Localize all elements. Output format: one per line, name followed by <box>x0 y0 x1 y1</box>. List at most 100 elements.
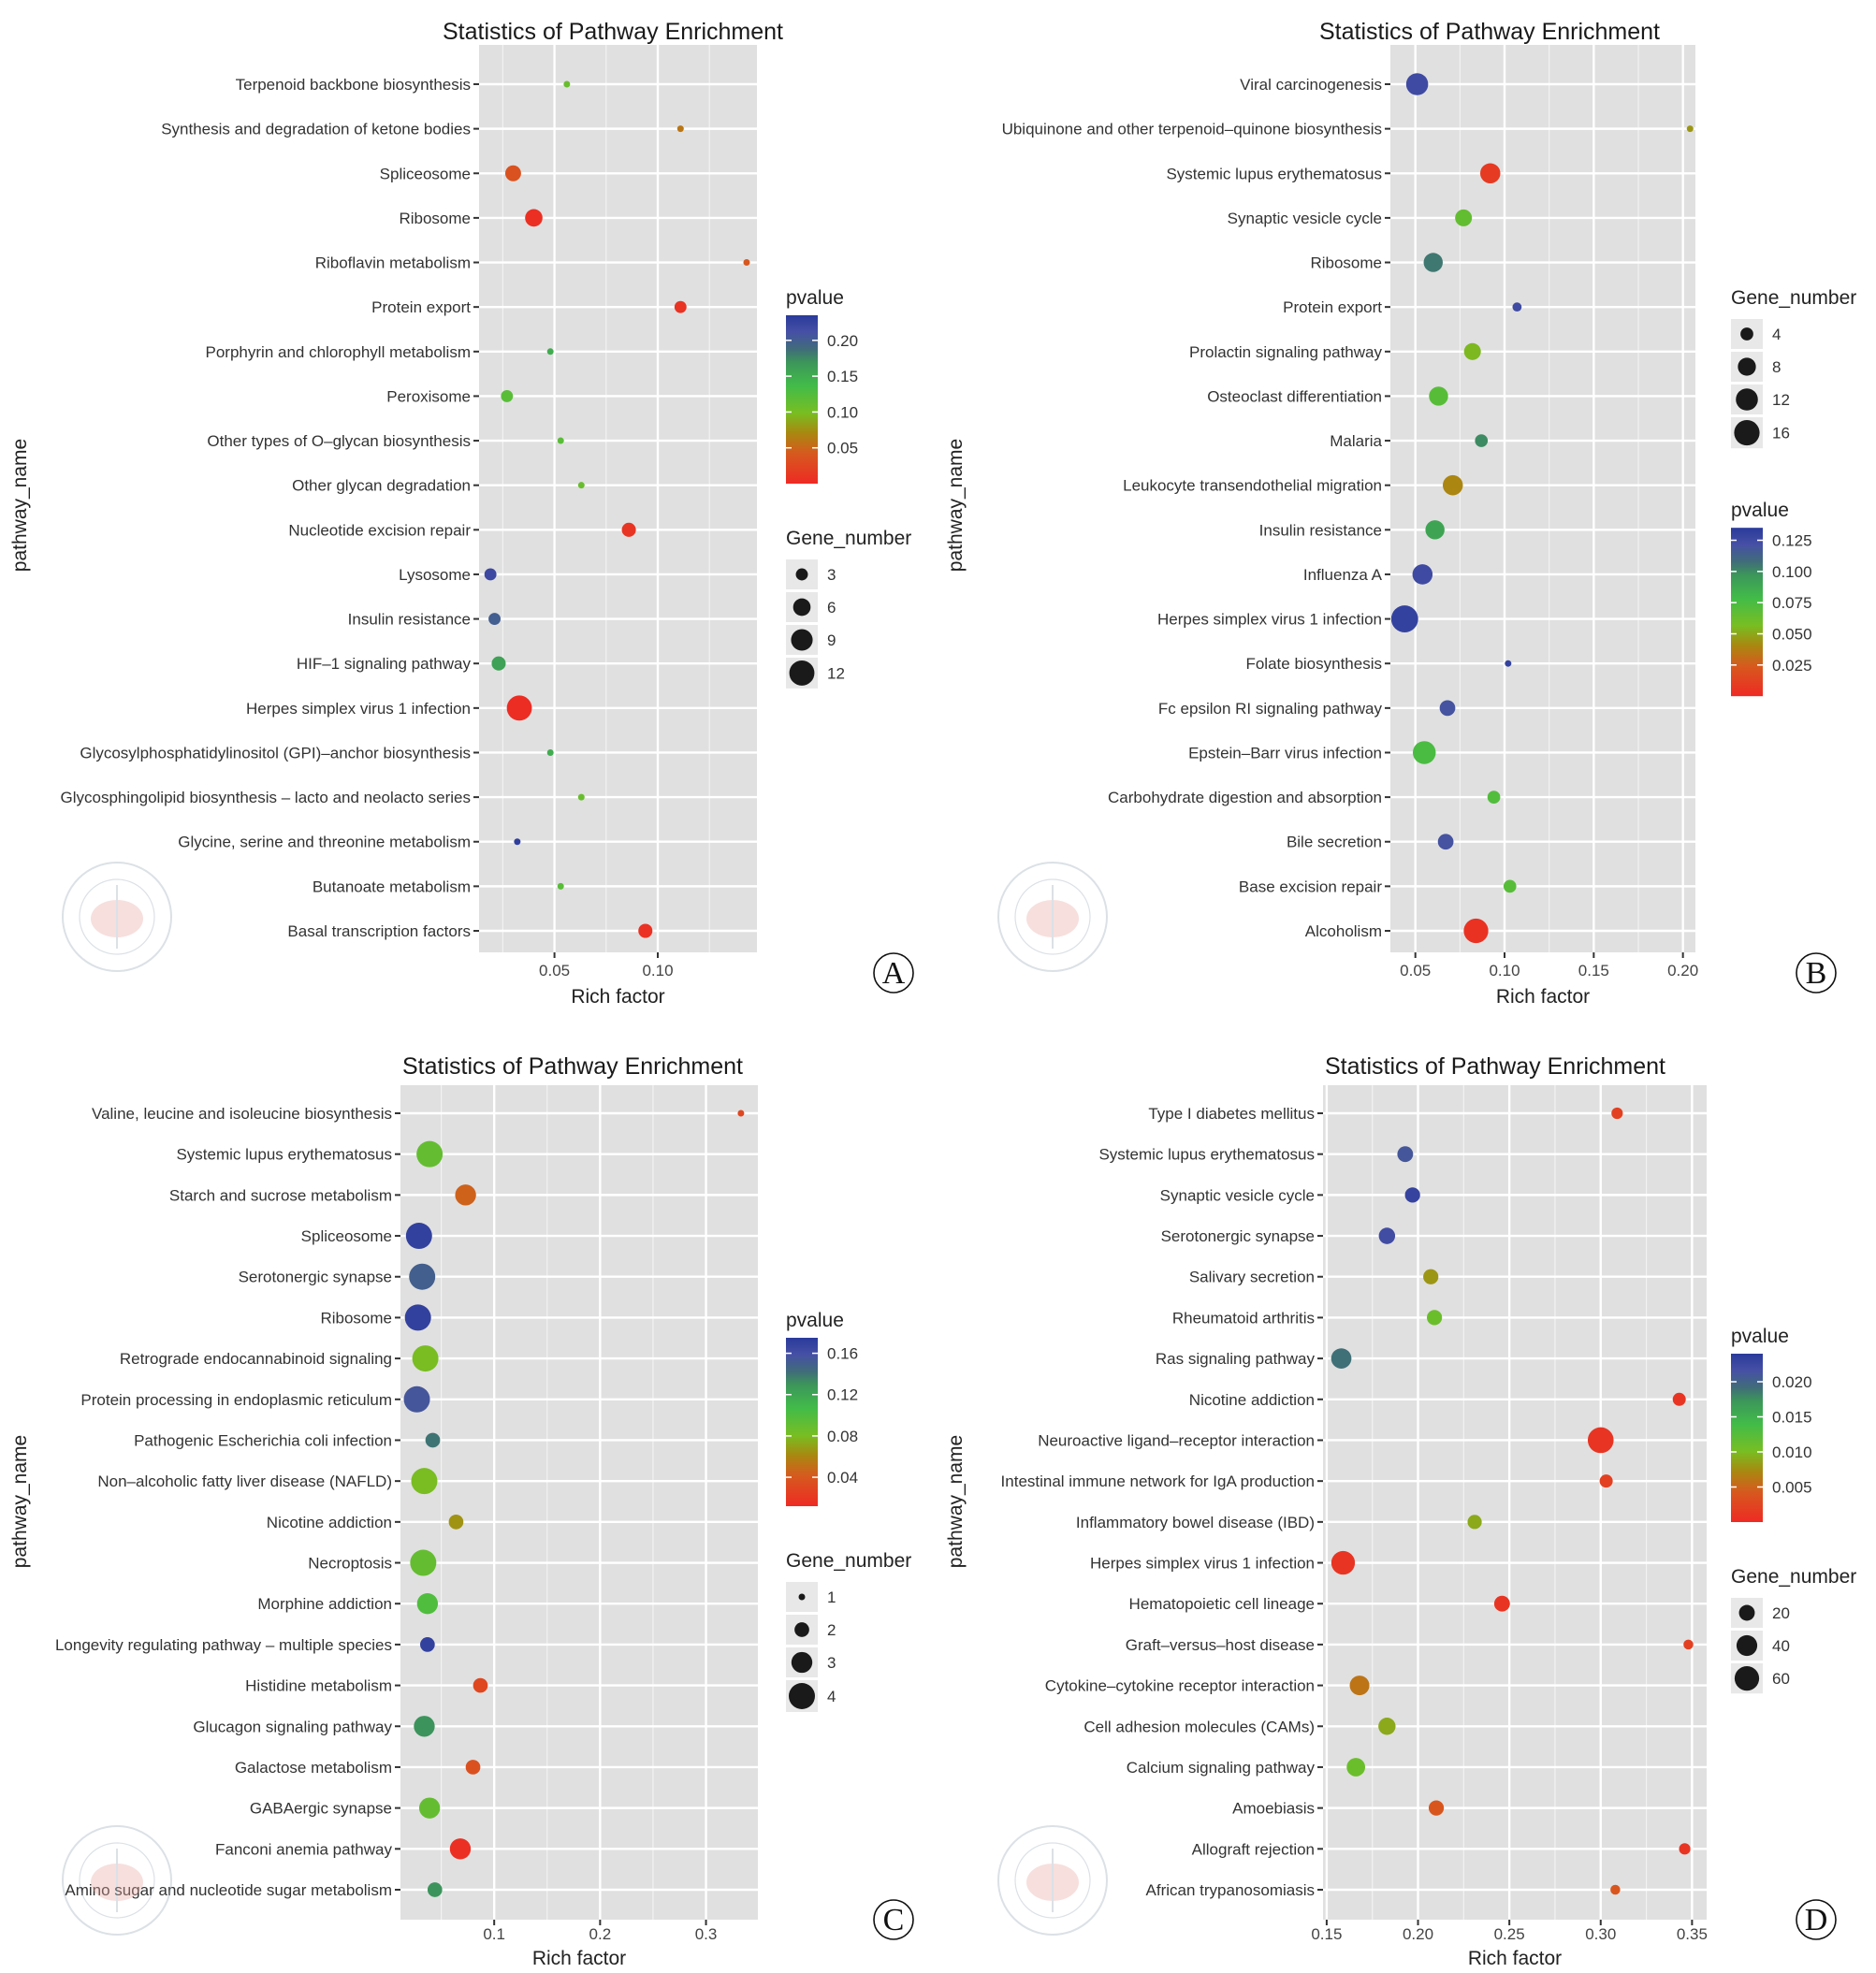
watermark-ring <box>997 1825 1108 1936</box>
legend-key-label: 12 <box>1772 391 1790 409</box>
watermark-seal-icon <box>62 862 172 972</box>
x-tick-label: 0.05 <box>539 962 570 979</box>
colorbar-tick-label: 0.100 <box>1772 563 1812 581</box>
data-point <box>473 1677 488 1693</box>
y-tick-label: Intestinal immune network for IgA produc… <box>1001 1472 1315 1490</box>
legend-key-label: 40 <box>1772 1637 1790 1655</box>
data-point <box>1610 1884 1621 1895</box>
legend-key-label: 20 <box>1772 1604 1790 1622</box>
x-tick-label: 0.3 <box>695 1925 718 1943</box>
colorbar-tick-label: 0.08 <box>827 1428 858 1445</box>
y-tick-label: Herpes simplex virus 1 infection <box>1157 611 1382 629</box>
y-tick-label: Ribosome <box>320 1309 392 1327</box>
panel-label-circle <box>1796 952 1837 994</box>
data-point <box>418 1797 441 1819</box>
y-tick-label: Nicotine addiction <box>1189 1391 1315 1409</box>
watermark-map <box>1026 1864 1079 1901</box>
data-point <box>1428 1800 1445 1816</box>
y-tick-label: GABAergic synapse <box>250 1800 392 1818</box>
x-axis-title: Rich factor <box>571 986 664 1008</box>
data-point <box>1378 1718 1396 1735</box>
data-point <box>525 209 543 227</box>
data-point <box>1493 1595 1510 1612</box>
legend-key-dot <box>798 1593 806 1601</box>
y-tick-label: Ribosome <box>399 210 471 227</box>
y-tick-label: African trypanosomiasis <box>1146 1881 1315 1899</box>
legend-title: Gene_number <box>786 1550 911 1572</box>
watermark-inner-ring <box>79 878 155 955</box>
data-point <box>563 80 571 88</box>
y-tick-label: Galactose metabolism <box>235 1759 392 1777</box>
chart-title: Statistics of Pathway Enrichment <box>1325 1053 1665 1080</box>
y-tick-label: Herpes simplex virus 1 infection <box>1090 1555 1315 1573</box>
pvalue-colorbar <box>1731 1354 1763 1522</box>
colorbar-tick-label: 0.05 <box>827 440 858 457</box>
y-tick-label: Nucleotide excision repair <box>288 521 471 539</box>
y-tick-label: Serotonergic synapse <box>239 1269 392 1286</box>
data-point <box>427 1882 443 1897</box>
x-axis-title: Rich factor <box>1468 1948 1562 1969</box>
y-tick-label: Spliceosome <box>380 165 471 182</box>
data-point <box>1405 73 1429 95</box>
data-point <box>546 348 554 355</box>
data-point <box>1463 918 1489 944</box>
x-tick-label: 0.30 <box>1585 1925 1616 1943</box>
x-tick-label: 0.35 <box>1677 1925 1708 1943</box>
plot-background <box>1323 1085 1707 1920</box>
legend-key-dot <box>791 629 813 651</box>
y-tick-label: Systemic lupus erythematosus <box>1166 165 1382 182</box>
data-point <box>1423 1269 1439 1284</box>
y-tick-label: Protein processing in endoplasmic reticu… <box>80 1391 392 1409</box>
data-point <box>1512 302 1522 312</box>
plot-background <box>400 1085 758 1920</box>
y-tick-label: Retrograde endocannabinoid signaling <box>120 1350 392 1368</box>
y-tick-label: Other types of O–glycan biosynthesis <box>207 432 471 450</box>
pvalue-colorbar <box>1731 528 1763 697</box>
y-tick-label: Cytokine–cytokine receptor interaction <box>1045 1677 1315 1695</box>
y-tick-label: Amino sugar and nucleotide sugar metabol… <box>65 1881 392 1899</box>
y-tick-label: Folate biosynthesis <box>1245 655 1382 673</box>
y-tick-label: Viral carcinogenesis <box>1240 76 1382 94</box>
plot-background <box>1390 45 1695 952</box>
x-tick-label: 0.05 <box>1400 962 1431 979</box>
data-point <box>1412 741 1436 764</box>
y-tick-label: Systemic lupus erythematosus <box>176 1146 392 1164</box>
data-point <box>557 882 564 890</box>
data-point <box>1423 253 1443 272</box>
data-point <box>557 437 564 444</box>
panel-label-circle <box>873 1899 914 1940</box>
data-point <box>743 259 750 267</box>
plot-background <box>479 45 757 952</box>
x-tick-label: 0.2 <box>589 1925 612 1943</box>
y-tick-label: Riboflavin metabolism <box>315 254 471 272</box>
data-point <box>1467 1515 1482 1530</box>
y-tick-label: Terpenoid backbone biosynthesis <box>236 76 471 94</box>
watermark-inner-ring <box>1014 1842 1091 1919</box>
colorbar-tick-label: 0.050 <box>1772 626 1812 644</box>
y-tick-label: Protein export <box>371 298 471 316</box>
legend-title: pvalue <box>786 287 844 309</box>
pvalue-legend: pvalue 0.16 0.12 0.08 0.04 <box>786 1310 858 1506</box>
legend-title: pvalue <box>1731 500 1789 521</box>
y-tick-label: Serotonergic synapse <box>1161 1227 1315 1245</box>
y-tick-label: Osteoclast differentiation <box>1207 387 1382 405</box>
legend-key-dot <box>1734 420 1760 446</box>
watermark-map <box>91 1864 143 1901</box>
legend-title: pvalue <box>786 1310 844 1331</box>
legend-key-dot <box>791 1651 813 1674</box>
panel-label-b: B <box>1796 952 1837 994</box>
data-point <box>1331 1348 1352 1369</box>
data-point <box>676 125 684 133</box>
legend-key-label: 6 <box>827 599 836 617</box>
watermark-ring <box>62 862 172 972</box>
gene-number-legend: Gene_number 20 40 60 <box>1731 1566 1856 1694</box>
pvalue-legend: pvalue 0.125 0.100 0.075 0.050 0.025 <box>1731 500 1812 697</box>
legend-key-dot <box>1736 1634 1758 1657</box>
y-tick-label: Inflammatory bowel disease (IBD) <box>1076 1514 1315 1531</box>
colorbar-tick-label: 0.020 <box>1772 1373 1812 1391</box>
watermark-map <box>1026 900 1079 937</box>
y-tick-label: Other glycan degradation <box>292 477 471 495</box>
y-tick-label: Allograft rejection <box>1192 1840 1315 1858</box>
colorbar-tick-label: 0.025 <box>1772 657 1812 675</box>
watermark-ring <box>997 862 1108 972</box>
